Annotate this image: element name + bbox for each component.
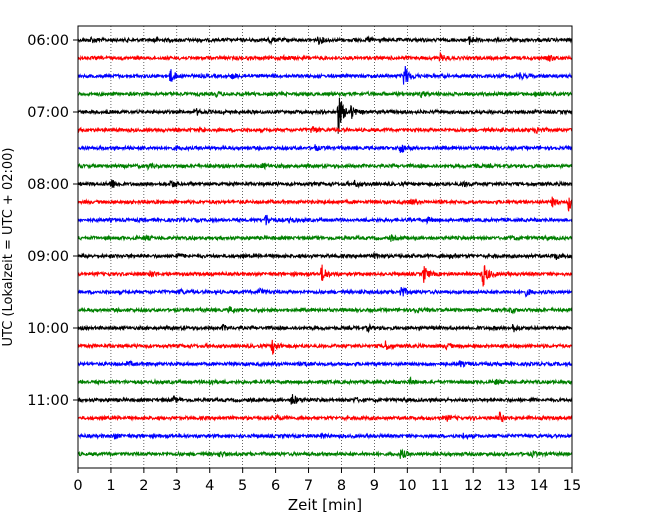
trace-0845 [77,234,573,242]
y-tick-label: 09:00 [27,249,69,265]
x-tick-label: 4 [205,478,214,494]
trace-1000 [77,322,573,334]
plot-frame [77,25,573,469]
y-tick-label: 08:00 [27,177,69,193]
x-tick-label: 6 [271,478,280,494]
x-tick-label: 11 [431,478,449,494]
trace-0630 [77,65,573,85]
x-tick-label: 13 [497,478,515,494]
x-tick-label: 10 [398,478,416,494]
x-tick-label: 15 [563,478,581,494]
trace-0700 [77,97,573,134]
trace-0930 [77,286,573,298]
trace-0945 [77,306,573,315]
trace-1100 [77,394,573,405]
x-axis: 0 1 2 3 4 5 6 7 8 9 10 11 12 13 14 15 [73,468,581,494]
y-tick-label: 07:00 [27,105,69,121]
y-tick-label: 10:00 [27,321,69,337]
trace-1145 [77,448,573,459]
trace-0645 [77,90,573,99]
x-axis-title: Zeit [min] [288,496,362,514]
x-tick-label: 7 [304,478,313,494]
trace-0715 [77,126,573,135]
x-tick-label: 2 [139,478,148,494]
trace-1130 [77,432,573,441]
trace-1030 [77,359,573,369]
trace-1115 [77,411,573,423]
trace-0815 [77,196,573,212]
trace-0915 [77,264,573,287]
y-tick-label: 11:00 [27,393,69,409]
trace-0600 [77,35,573,46]
x-tick-label: 8 [337,478,346,494]
trace-0800 [77,179,573,189]
y-axis-title: UTC (Lokalzeit = UTC + 02:00) [1,148,16,347]
trace-0745 [77,162,573,172]
trace-0730 [77,144,573,153]
trace-0615 [77,51,573,62]
x-tick-label: 1 [106,478,115,494]
seismogram-traces [77,35,573,459]
x-tick-label: 5 [238,478,247,494]
x-tick-label: 12 [464,478,482,494]
trace-1015 [77,339,573,355]
x-tick-label: 3 [172,478,181,494]
x-tick-label: 0 [73,478,82,494]
trace-0900 [77,252,573,261]
y-axis: 06:00 07:00 08:00 09:00 10:00 11:00 [27,33,78,409]
trace-1045 [77,376,573,386]
x-tick-label: 9 [370,478,379,494]
trace-0830 [77,214,573,226]
x-tick-label: 14 [530,478,548,494]
y-tick-label: 06:00 [27,33,69,49]
